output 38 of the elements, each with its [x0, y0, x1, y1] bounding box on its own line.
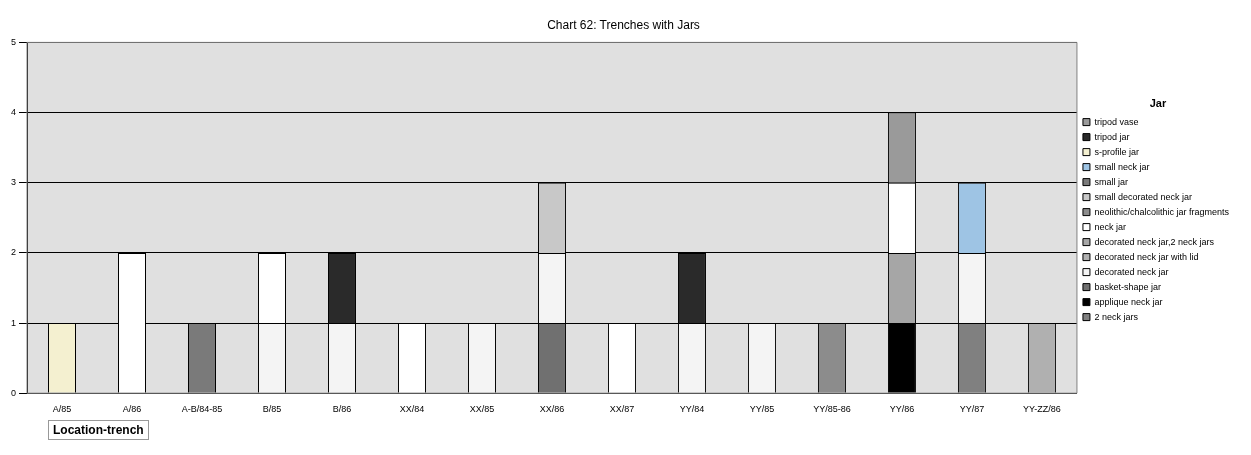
legend-label: tripod vase	[1094, 116, 1139, 127]
legend-label: small decorated neck jar	[1094, 191, 1192, 202]
y-tick-label: 5	[10, 36, 17, 47]
x-tick-label: YY-ZZ/86	[1023, 404, 1061, 415]
legend-label: neck jar	[1094, 221, 1126, 232]
x-tick-label: XX/84	[399, 404, 425, 415]
x-tick-label: YY/84	[679, 404, 705, 415]
legend-label: small neck jar	[1094, 161, 1150, 172]
legend-label: decorated neck jar with lid	[1094, 251, 1199, 262]
x-tick-label: YY/85-86	[813, 404, 851, 415]
x-tick-label: XX/87	[609, 404, 635, 415]
legend-label: applique neck jar	[1094, 296, 1163, 307]
x-tick-label: YY/85	[749, 404, 775, 415]
y-tick-label: 0	[10, 387, 17, 398]
x-tick-label: XX/85	[469, 404, 495, 415]
legend-label: s-profile jar	[1094, 146, 1139, 157]
chart-title: Chart 62: Trenches with Jars	[547, 17, 700, 32]
x-tick-label: B/85	[262, 404, 282, 415]
y-tick-label: 4	[10, 107, 17, 118]
x-tick-label: A-B/84-85	[181, 404, 223, 415]
x-tick-label: B/86	[332, 404, 352, 415]
x-axis-title: Location-trench	[48, 420, 149, 440]
y-tick-label: 1	[10, 317, 17, 328]
x-tick-label: YY/87	[959, 404, 985, 415]
y-tick-label: 3	[10, 177, 17, 188]
x-tick-label: YY/86	[889, 404, 915, 415]
legend-label: decorated neck jar,2 neck jars	[1094, 236, 1215, 247]
legend-label: 2 neck jars	[1094, 311, 1139, 322]
legend-label: basket-shape jar	[1094, 281, 1161, 292]
x-tick-label: XX/86	[539, 404, 565, 415]
x-tick-label: A/85	[52, 404, 72, 415]
legend-label: tripod jar	[1094, 131, 1130, 142]
legend-label: neolithic/chalcolithic jar fragments	[1094, 206, 1230, 217]
legend-label: small jar	[1094, 176, 1128, 187]
legend-title: Jar	[1149, 96, 1167, 109]
y-tick-label: 2	[10, 247, 17, 258]
x-tick-label: A/86	[122, 404, 142, 415]
legend-label: decorated neck jar	[1094, 266, 1169, 277]
